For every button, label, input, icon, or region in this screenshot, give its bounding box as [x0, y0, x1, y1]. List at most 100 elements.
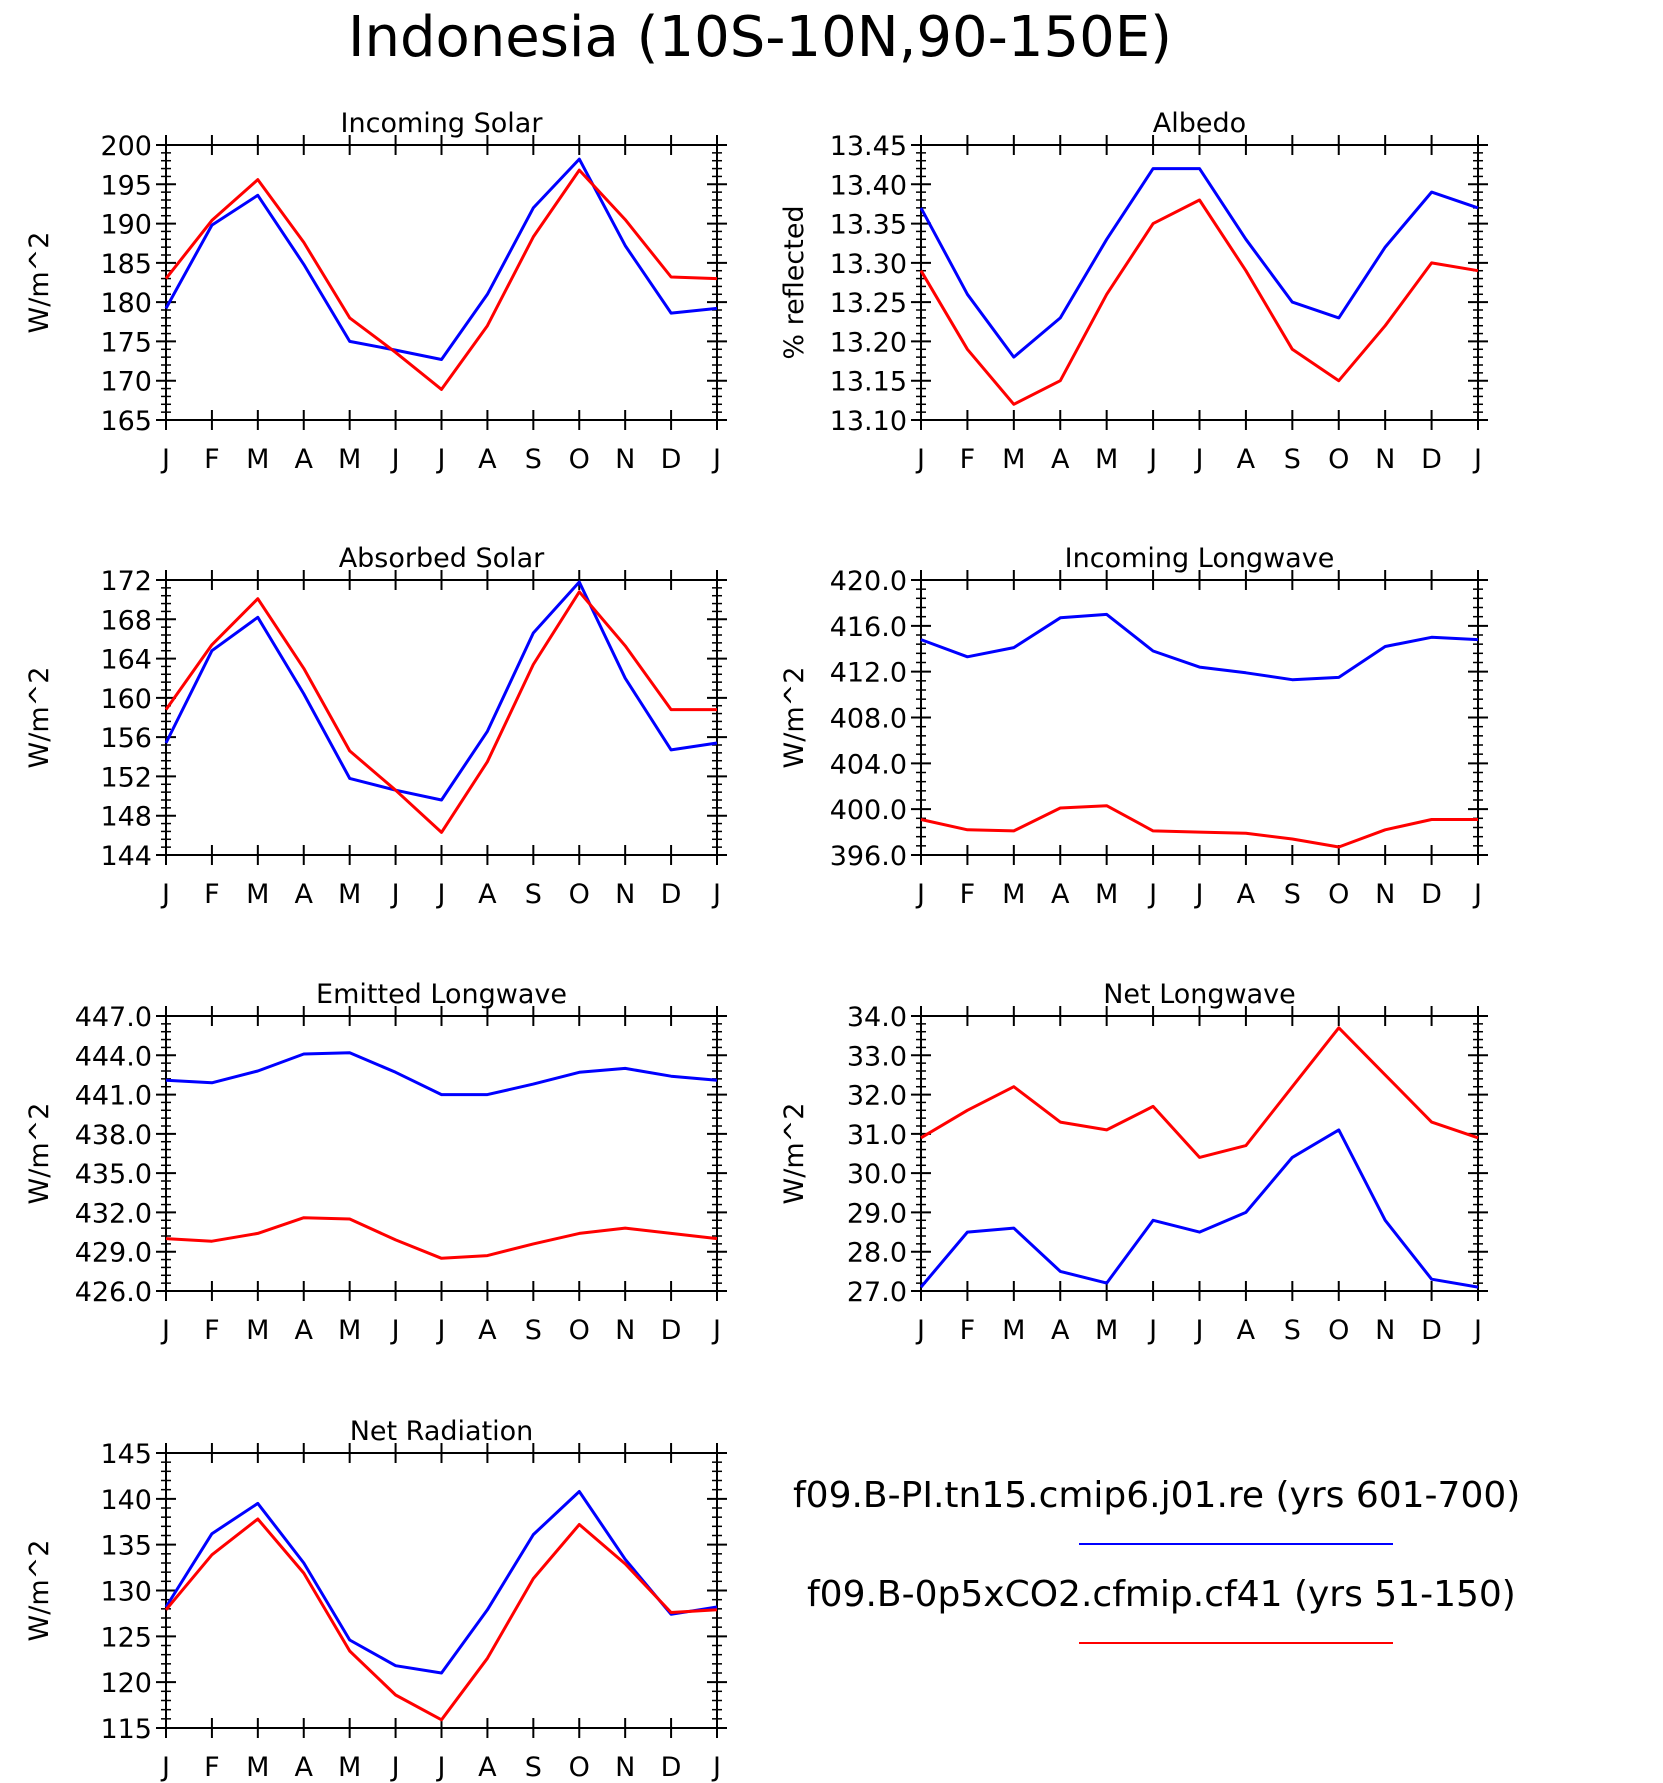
plot-frame [165, 579, 718, 856]
x-tick-label: O [1328, 879, 1349, 910]
y-tick-label: 145 [100, 1439, 152, 1470]
x-tick-label: D [661, 1315, 682, 1346]
y-tick-label: 426.0 [75, 1277, 152, 1308]
x-tick-label: M [246, 1752, 269, 1783]
series-line-run2 [165, 1216, 718, 1260]
y-tick-label: 13.10 [830, 406, 907, 437]
y-tick-label: 444.0 [75, 1041, 152, 1072]
x-tick-label: A [478, 1752, 497, 1783]
y-tick-label: 408.0 [830, 704, 907, 735]
y-tick-label: 435.0 [75, 1159, 152, 1190]
x-tick-label: N [1375, 879, 1395, 910]
x-tick-label: J [390, 1315, 400, 1346]
x-tick-label: A [295, 879, 314, 910]
panel-title: Incoming Solar [341, 108, 544, 139]
x-tick-label: F [204, 1315, 220, 1346]
x-tick-label: N [1375, 444, 1395, 475]
x-tick-label: M [246, 444, 269, 475]
y-tick-label: 27.0 [847, 1277, 907, 1308]
x-tick-label: S [1284, 1315, 1301, 1346]
series-line-run1 [164, 157, 718, 361]
y-tick-label: 140 [100, 1485, 152, 1516]
x-tick-label: J [1194, 1315, 1204, 1346]
y-tick-label: 13.35 [830, 210, 907, 241]
y-tick-label: 148 [100, 802, 152, 833]
series-line-run2 [919, 198, 1479, 406]
x-tick-label: M [1002, 879, 1025, 910]
y-tick-label: 28.0 [847, 1238, 907, 1269]
x-tick-label: J [1147, 444, 1157, 475]
y-tick-label: 164 [100, 645, 152, 676]
x-tick-label: S [525, 444, 542, 475]
y-tick-label: 13.45 [830, 131, 907, 162]
y-tick-label: 185 [100, 249, 152, 280]
x-tick-label: F [960, 879, 976, 910]
x-tick-label: J [711, 879, 721, 910]
panel-title: Incoming Longwave [1065, 543, 1335, 574]
y-tick-label: 441.0 [75, 1081, 152, 1112]
x-tick-label: J [436, 879, 446, 910]
y-axis-title: W/m^2 [779, 667, 810, 769]
y-tick-label: 190 [100, 210, 152, 241]
panel-title: Net Radiation [350, 1416, 534, 1447]
x-tick-label: J [915, 1315, 925, 1346]
x-tick-label: A [1051, 1315, 1070, 1346]
x-tick-label: S [1284, 444, 1301, 475]
y-tick-label: 429.0 [75, 1238, 152, 1269]
x-tick-label: J [1147, 1315, 1157, 1346]
x-tick-label: J [390, 879, 400, 910]
x-tick-label: D [661, 444, 682, 475]
x-tick-label: O [569, 444, 590, 475]
x-tick-label: J [1194, 879, 1204, 910]
x-tick-label: J [160, 1315, 170, 1346]
x-tick-label: D [1421, 1315, 1442, 1346]
y-tick-label: 447.0 [75, 1002, 152, 1033]
x-tick-label: M [1002, 444, 1025, 475]
y-tick-label: 115 [100, 1714, 152, 1745]
x-tick-label: M [246, 879, 269, 910]
plot-frame [165, 1015, 718, 1292]
y-tick-label: 34.0 [847, 1002, 907, 1033]
y-tick-label: 152 [100, 762, 152, 793]
x-tick-label: M [1095, 1315, 1118, 1346]
legend-label-run1: f09.B-PI.tn15.cmip6.j01.re (yrs 601-700) [793, 1475, 1520, 1516]
plot-frame [920, 144, 1479, 421]
x-tick-label: A [295, 1752, 314, 1783]
x-tick-label: S [525, 1315, 542, 1346]
x-tick-label: N [1375, 1315, 1395, 1346]
x-tick-label: D [1421, 444, 1442, 475]
panel-title: Net Longwave [1103, 979, 1296, 1010]
legend-label-run2: f09.B-0p5xCO2.cfmip.cf41 (yrs 51-150) [807, 1574, 1516, 1615]
x-tick-label: M [338, 1752, 361, 1783]
x-tick-label: A [1237, 444, 1256, 475]
panel-title: Albedo [1153, 108, 1246, 139]
x-tick-label: A [478, 879, 497, 910]
x-tick-label: F [204, 444, 220, 475]
x-tick-label: F [204, 1752, 220, 1783]
y-axis-title: W/m^2 [24, 232, 55, 334]
panel-net-longwave: 27.028.029.030.031.032.033.034.0J F M A M J J A… [779, 979, 1488, 1346]
x-tick-label: M [1095, 879, 1118, 910]
x-tick-label: J [915, 444, 925, 475]
x-tick-label: O [569, 1752, 590, 1783]
y-tick-label: 144 [100, 841, 152, 872]
y-tick-label: 432.0 [75, 1198, 152, 1229]
y-tick-label: 168 [100, 605, 152, 636]
series-line-run2 [920, 804, 1478, 849]
panel-emitted-longwave: 426.0 429.0 432.0 435.0 438.0 441.0 444.0 447.0… [24, 979, 727, 1346]
x-tick-label: J [160, 1752, 170, 1783]
y-tick-label: 200 [100, 131, 152, 162]
x-tick-label: J [436, 444, 446, 475]
series-line-run1 [165, 1051, 718, 1097]
x-tick-label: F [204, 879, 220, 910]
y-tick-label: 30.0 [847, 1159, 907, 1190]
x-tick-label: O [569, 879, 590, 910]
y-tick-label: 32.0 [847, 1081, 907, 1112]
y-axis-title: W/m^2 [24, 1540, 55, 1642]
y-tick-label: 13.25 [830, 288, 907, 319]
series-line-run2 [920, 1026, 1479, 1159]
y-tick-label: 13.40 [830, 170, 907, 201]
x-tick-label: D [661, 1752, 682, 1783]
